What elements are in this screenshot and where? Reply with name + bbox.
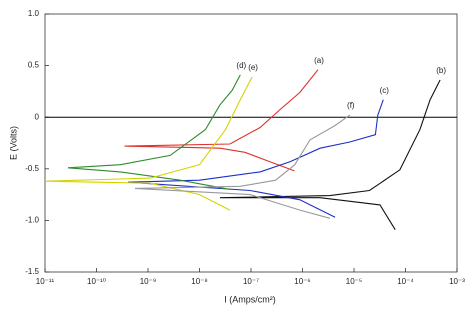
series-line xyxy=(67,74,241,190)
y-tick-label: -1.5 xyxy=(25,267,39,276)
y-tick-label: -0.5 xyxy=(25,164,39,173)
series-line xyxy=(134,114,351,219)
series-line xyxy=(124,69,319,172)
curve-label: (c) xyxy=(380,86,390,95)
y-tick-label: 0 xyxy=(35,112,40,121)
x-tick-label: 10⁻⁹ xyxy=(140,277,157,286)
curve-label: (e) xyxy=(248,63,258,72)
y-tick-label: -1.0 xyxy=(25,216,39,225)
y-tick-label: 0.5 xyxy=(28,61,40,70)
x-axis-title: I (Amps/cm²) xyxy=(224,294,276,304)
series-line xyxy=(219,79,441,230)
series-line xyxy=(128,99,384,218)
x-tick-label: 10⁻⁴ xyxy=(397,277,414,286)
curve-label: (b) xyxy=(436,66,446,75)
curve-label: (f) xyxy=(347,101,355,110)
x-tick-label: 10⁻¹¹ xyxy=(36,277,55,286)
x-tick-label: 10⁻⁵ xyxy=(346,277,362,286)
y-axis-title: E (Volts) xyxy=(8,126,18,160)
curve-label: (a) xyxy=(314,56,324,65)
series-line xyxy=(44,76,253,211)
y-tick-label: 1.0 xyxy=(28,9,40,18)
x-tick-label: 10⁻³ xyxy=(449,277,465,286)
curve-label: (d) xyxy=(236,61,246,70)
x-tick-label: 10⁻⁷ xyxy=(243,277,259,286)
x-tick-label: 10⁻⁸ xyxy=(191,277,208,286)
x-tick-label: 10⁻⁶ xyxy=(294,277,310,286)
plot-frame xyxy=(44,13,458,273)
x-tick-label: 10⁻¹⁰ xyxy=(87,277,106,286)
